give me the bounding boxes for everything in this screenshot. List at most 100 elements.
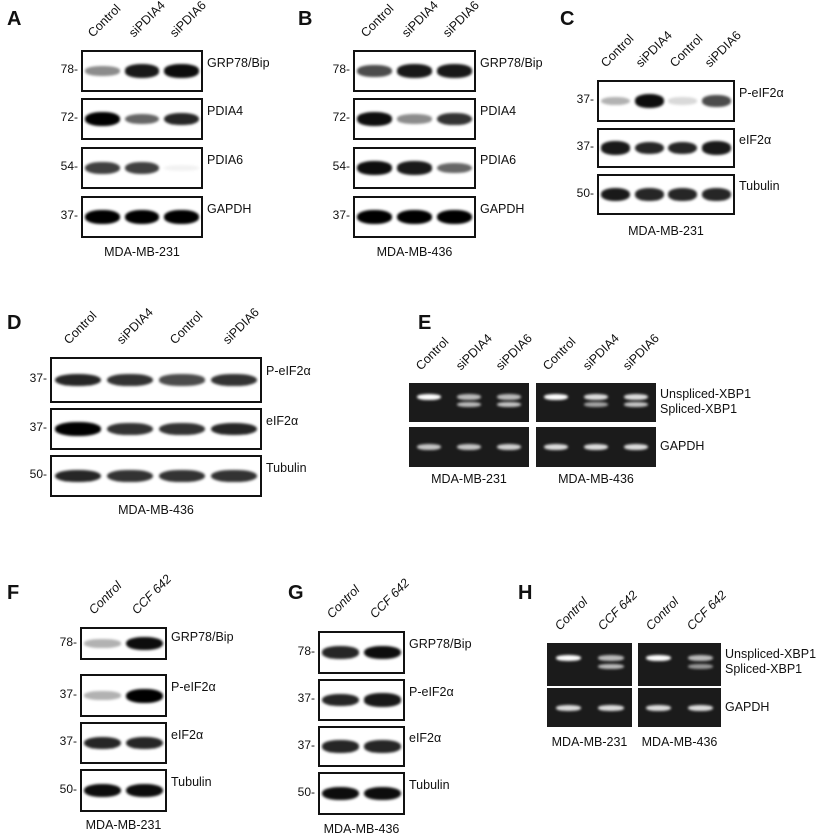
band: [85, 66, 120, 76]
band: [107, 422, 153, 436]
panel-label: D: [7, 312, 22, 334]
blot-strip: [318, 726, 405, 767]
molecular-weight-marker: 72-: [332, 110, 350, 124]
band-label: GAPDH: [725, 699, 770, 714]
molecular-weight-marker: 37-: [59, 734, 77, 748]
band: [55, 373, 101, 387]
band: [497, 393, 521, 400]
panel-label: G: [288, 582, 304, 604]
lane-header: Control: [598, 31, 637, 70]
band: [457, 444, 481, 450]
band: [124, 64, 160, 78]
cell-line-label: MDA-MB-231: [104, 245, 180, 259]
band: [397, 64, 432, 78]
band: [701, 188, 731, 201]
lane-header: siPDIA6: [701, 28, 744, 71]
lane-header: Control: [323, 582, 363, 621]
band: [457, 393, 481, 400]
blot-strip: [81, 147, 203, 189]
panel-label: H: [518, 582, 533, 604]
band: [417, 444, 441, 450]
blot-strip: [81, 50, 203, 92]
protein-label: PDIA4: [207, 103, 244, 118]
blot-strip: [80, 769, 167, 812]
protein-label: eIF2α: [171, 727, 204, 742]
band: [322, 646, 359, 659]
lane-header: Control: [642, 594, 682, 633]
lane-header: Control: [357, 1, 396, 40]
lane-header: siPDIA4: [398, 0, 441, 40]
blot-strip: [80, 722, 167, 764]
gel-strip: [409, 383, 529, 422]
protein-label: PDIA6: [207, 152, 244, 167]
band: [124, 113, 160, 125]
band: [397, 210, 432, 224]
band: [357, 65, 393, 77]
molecular-weight-marker: 37-: [297, 737, 315, 752]
band: [687, 704, 713, 711]
band: [363, 740, 401, 753]
molecular-weight-marker: 50-: [29, 467, 47, 481]
panel-label: B: [298, 8, 313, 30]
protein-label: eIF2α: [409, 731, 442, 746]
protein-label: PDIA6: [480, 152, 517, 167]
band: [544, 393, 568, 400]
lane-header: siPDIA6: [493, 331, 535, 373]
protein-label: GRP78/Bip: [409, 636, 472, 651]
band: [84, 639, 121, 648]
band: [634, 188, 664, 201]
blot-strip: [50, 357, 262, 403]
protein-label: Tubulin: [266, 460, 307, 475]
lane-header: CCF 642: [129, 571, 175, 617]
band-label: Unspliced-XBP1: [725, 647, 817, 661]
band: [668, 141, 698, 155]
band: [107, 373, 153, 387]
cell-line-label: MDA-MB-436: [118, 503, 194, 517]
band: [159, 374, 205, 386]
band: [457, 401, 481, 407]
band: [436, 162, 472, 174]
band: [107, 469, 153, 483]
blot-strip: [50, 408, 262, 450]
cell-line-label: MDA-MB-436: [641, 735, 718, 749]
band: [598, 655, 624, 662]
protein-label: GRP78/Bip: [207, 55, 270, 70]
molecular-weight-marker: 78-: [332, 62, 350, 76]
band: [164, 64, 199, 78]
band: [624, 393, 648, 400]
molecular-weight-marker: 50-: [59, 781, 77, 796]
lane-header: siPDIA4: [453, 331, 495, 373]
gel-strip: [638, 688, 721, 727]
molecular-weight-marker: 50-: [576, 185, 594, 200]
protein-label: eIF2α: [266, 413, 299, 428]
cell-line-label: MDA-MB-436: [323, 822, 400, 836]
protein-label: P-eIF2α: [171, 679, 216, 694]
band: [436, 210, 472, 224]
protein-label: P-eIF2α: [739, 85, 784, 100]
blot-strip: [597, 174, 735, 215]
band: [85, 210, 120, 224]
protein-label: GRP78/Bip: [171, 629, 234, 644]
blot-strip: [353, 147, 476, 189]
molecular-weight-marker: 54-: [60, 159, 78, 173]
protein-label: GAPDH: [207, 201, 252, 216]
lane-header: CCF 642: [594, 587, 640, 633]
blot-strip: [81, 196, 203, 238]
protein-label: Tubulin: [171, 774, 212, 789]
band: [584, 444, 608, 450]
lane-header: siPDIA6: [620, 331, 662, 373]
band: [84, 783, 121, 798]
molecular-weight-marker: 37-: [332, 208, 350, 222]
band: [124, 162, 160, 174]
cell-line-label: MDA-MB-231: [85, 818, 162, 832]
band: [601, 96, 631, 106]
band: [357, 210, 393, 224]
band: [397, 114, 432, 124]
band: [85, 112, 120, 126]
band: [555, 655, 581, 662]
band: [125, 736, 163, 750]
molecular-weight-marker: 37-: [29, 371, 47, 385]
blot-strip: [353, 98, 476, 140]
lane-header: Control: [85, 1, 124, 40]
blot-strip: [597, 80, 735, 122]
